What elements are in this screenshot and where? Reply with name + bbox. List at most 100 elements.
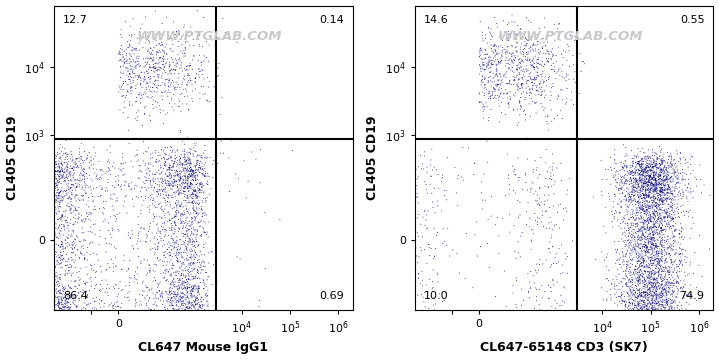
Point xyxy=(102,261,114,266)
Point xyxy=(551,301,563,306)
Point xyxy=(177,161,188,167)
Point xyxy=(55,254,66,260)
Point xyxy=(38,300,50,305)
Point xyxy=(177,180,188,185)
Point xyxy=(649,174,660,180)
Point xyxy=(669,197,681,203)
Point xyxy=(661,178,673,184)
Point xyxy=(682,272,693,278)
Point xyxy=(132,265,143,270)
Point xyxy=(505,96,516,102)
Point xyxy=(178,180,189,186)
Point xyxy=(165,71,177,77)
Point xyxy=(55,290,66,296)
Point xyxy=(126,47,137,53)
Point xyxy=(85,157,96,163)
Point xyxy=(654,189,666,194)
Point xyxy=(669,258,680,264)
Point xyxy=(65,156,76,162)
Point xyxy=(160,328,171,333)
Point xyxy=(636,166,648,171)
Point xyxy=(44,160,55,166)
Point xyxy=(536,72,547,78)
Point xyxy=(640,171,651,177)
Point xyxy=(88,207,99,212)
Point xyxy=(623,216,634,222)
Point xyxy=(67,310,78,315)
Point xyxy=(638,181,649,187)
Point xyxy=(154,152,165,158)
Point xyxy=(52,191,64,197)
Point xyxy=(174,314,186,320)
Point xyxy=(626,200,637,206)
Point xyxy=(117,203,129,209)
Point xyxy=(657,228,669,233)
Point xyxy=(51,286,63,292)
Point xyxy=(612,201,623,207)
Point xyxy=(638,232,649,238)
Point xyxy=(489,53,500,59)
Point xyxy=(629,217,641,223)
Point xyxy=(54,319,65,325)
Point xyxy=(532,89,544,94)
Point xyxy=(61,165,73,171)
Point xyxy=(50,197,61,203)
Point xyxy=(475,47,487,53)
Point xyxy=(615,186,627,192)
Point xyxy=(133,168,145,174)
Point xyxy=(661,246,673,252)
Point xyxy=(669,188,680,194)
Point xyxy=(39,266,50,272)
Point xyxy=(656,255,668,261)
Point xyxy=(644,262,655,268)
Point xyxy=(36,189,47,195)
Point xyxy=(23,224,35,229)
Point xyxy=(45,187,57,193)
Point xyxy=(645,257,656,263)
Point xyxy=(116,82,128,88)
Point xyxy=(177,309,188,315)
Point xyxy=(29,296,41,302)
Point xyxy=(101,169,113,175)
Point xyxy=(185,232,196,238)
Point xyxy=(143,145,155,150)
Point xyxy=(167,222,178,228)
Point xyxy=(57,242,68,248)
Point xyxy=(55,318,66,323)
Point xyxy=(419,208,431,214)
Point xyxy=(194,291,206,297)
Point xyxy=(201,298,213,304)
Point xyxy=(173,104,184,109)
Point xyxy=(115,167,127,173)
Point xyxy=(159,311,170,317)
Point xyxy=(641,244,653,250)
Point xyxy=(638,258,649,264)
Point xyxy=(150,277,162,283)
Point xyxy=(112,303,124,309)
Point xyxy=(628,306,640,312)
Point xyxy=(55,261,67,267)
Point xyxy=(652,166,664,171)
Point xyxy=(642,249,654,255)
Point xyxy=(40,241,52,247)
Point xyxy=(194,32,206,38)
Point xyxy=(643,208,654,214)
Point xyxy=(186,167,197,172)
Point xyxy=(95,282,106,287)
Point xyxy=(188,163,200,169)
Point xyxy=(184,314,196,319)
Point xyxy=(645,217,656,222)
Point xyxy=(178,180,189,186)
Point xyxy=(642,206,654,212)
Point xyxy=(659,168,670,174)
Point xyxy=(170,240,181,246)
Point xyxy=(48,253,60,259)
Point xyxy=(198,174,210,179)
Point xyxy=(27,261,38,267)
Point xyxy=(193,200,205,206)
Point xyxy=(655,172,667,177)
Point xyxy=(669,250,681,256)
Point xyxy=(611,258,623,264)
Point xyxy=(183,300,195,306)
Point xyxy=(168,107,180,113)
